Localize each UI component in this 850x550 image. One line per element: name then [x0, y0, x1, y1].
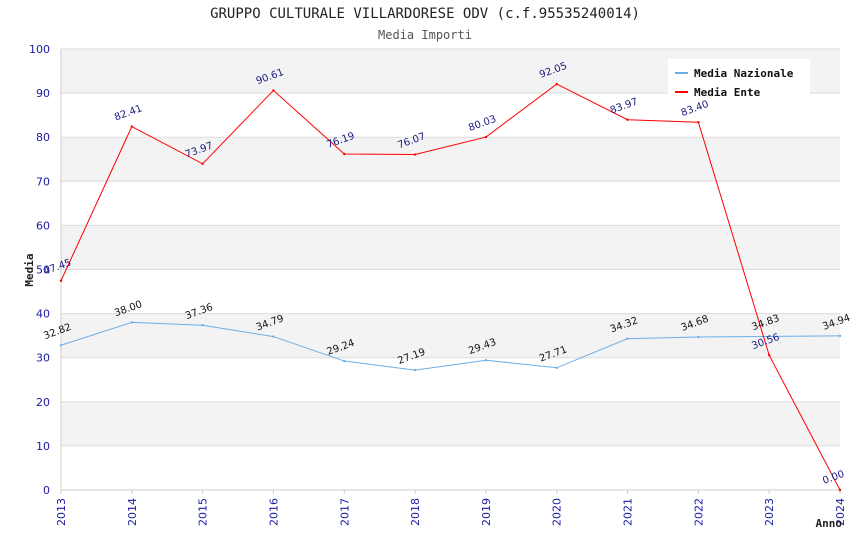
x-tick-label: 2020 — [551, 498, 564, 526]
grid-band — [61, 93, 840, 138]
data-point — [838, 488, 842, 492]
chart-subtitle: Media Importi — [378, 28, 472, 42]
data-point — [697, 121, 700, 124]
data-point — [626, 337, 629, 340]
data-point — [484, 359, 488, 362]
grid-band — [61, 225, 840, 270]
grid-band — [61, 401, 840, 446]
legend-entry: Media Nazionale — [694, 67, 794, 80]
x-tick-label: 2015 — [197, 498, 210, 526]
legend: Media Nazionale Media Ente — [668, 59, 810, 99]
series-line-1 — [60, 83, 841, 491]
data-point — [697, 335, 700, 339]
data-point — [484, 135, 488, 139]
data-point — [272, 89, 275, 92]
y-tick-label: 60 — [36, 219, 50, 232]
y-tick-label: 20 — [36, 396, 50, 409]
data-point — [272, 335, 275, 338]
grid-lines — [60, 48, 840, 491]
data-point — [413, 368, 417, 372]
y-axis-label: Media — [23, 253, 36, 286]
y-tick-label: 100 — [29, 43, 50, 56]
x-tick-label: 2021 — [622, 498, 635, 526]
data-point — [201, 324, 204, 327]
grid-band — [61, 181, 840, 226]
data-point — [413, 153, 417, 156]
data-point — [343, 359, 346, 363]
grid-band — [61, 137, 840, 182]
y-tick-label: 30 — [36, 352, 50, 365]
series-line-0 — [60, 321, 841, 371]
y-axis-ticks: 0 10 20 30 40 50 60 70 80 90 100 — [29, 43, 50, 497]
data-point — [130, 125, 134, 128]
data-point — [555, 366, 558, 369]
y-tick-label: 0 — [43, 484, 50, 497]
y-tick-label: 10 — [36, 440, 50, 453]
data-point — [130, 321, 134, 324]
data-point — [59, 344, 63, 347]
data-point — [201, 162, 204, 165]
y-tick-label: 40 — [36, 308, 50, 321]
grid-band — [61, 357, 840, 402]
y-tick-label: 80 — [36, 131, 50, 144]
x-axis-label: Anno — [816, 517, 843, 530]
data-point — [555, 82, 558, 86]
data-point — [838, 334, 842, 338]
chart-title: GRUPPO CULTURALE VILLARDORESE ODV (c.f.9… — [210, 6, 640, 22]
legend-entry: Media Ente — [694, 86, 761, 99]
y-tick-label: 90 — [36, 87, 50, 100]
data-point — [59, 279, 63, 282]
x-tick-label: 2014 — [126, 498, 139, 526]
grid-band — [61, 445, 840, 490]
grid-band — [61, 313, 840, 358]
y-tick-label: 70 — [36, 175, 50, 188]
x-tick-label: 2017 — [338, 498, 351, 526]
y-tick-label: 50 — [36, 264, 50, 277]
x-axis-ticks: 2013 2014 2015 2016 2017 2018 2019 2020 2021 2022… — [55, 490, 847, 526]
data-point — [626, 118, 629, 121]
plot-background — [61, 49, 840, 490]
x-tick-label: 2024 — [834, 498, 847, 526]
data-point — [767, 354, 771, 357]
x-tick-label: 2022 — [692, 498, 705, 526]
x-tick-label: 2013 — [55, 498, 68, 526]
x-tick-label: 2019 — [480, 498, 493, 526]
data-point — [767, 335, 771, 338]
data-point — [343, 152, 346, 156]
legend-box — [668, 59, 810, 99]
x-tick-label: 2023 — [763, 498, 776, 526]
grid-band — [61, 269, 840, 314]
x-tick-label: 2018 — [409, 498, 422, 526]
x-tick-label: 2016 — [267, 498, 280, 526]
